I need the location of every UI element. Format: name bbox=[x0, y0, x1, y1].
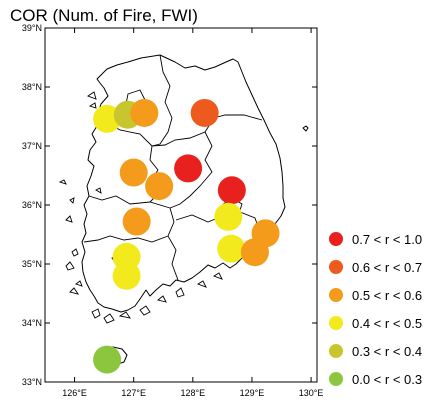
lat-tick-label: 35°N bbox=[22, 259, 42, 269]
lat-tick-label: 37°N bbox=[22, 141, 42, 151]
legend-label: 0.6 < r < 0.7 bbox=[352, 260, 422, 275]
border-jeonbuk-jeonnam bbox=[83, 235, 169, 243]
lat-tick-label: 34°N bbox=[22, 318, 42, 328]
lon-tick-label: 128°E bbox=[181, 388, 206, 398]
west-coast-islands bbox=[58, 91, 102, 295]
legend-label: 0.0 < r < 0.3 bbox=[352, 372, 422, 387]
station-circle bbox=[217, 234, 246, 263]
lon-ticks: 126°E 127°E 128°E 129°E 130°E bbox=[62, 28, 323, 398]
legend-swatch bbox=[329, 344, 343, 358]
legend-label: 0.5 < r < 0.6 bbox=[352, 288, 422, 303]
map-frame: 126°E 127°E 128°E 129°E 130°E 33°N 34°N 35°N 36… bbox=[22, 23, 324, 398]
border-chungbuk-gyeongbuk bbox=[169, 131, 213, 209]
legend-swatch bbox=[329, 316, 343, 330]
station-circle bbox=[119, 158, 148, 187]
station-circle bbox=[174, 154, 203, 183]
border-gyeonggi-south bbox=[102, 114, 263, 147]
lat-tick-label: 38°N bbox=[22, 82, 42, 92]
station-circle bbox=[112, 261, 141, 290]
lon-tick-label: 130°E bbox=[299, 388, 324, 398]
legend-label: 0.7 < r < 1.0 bbox=[352, 232, 422, 247]
station-circle bbox=[217, 176, 246, 205]
legend-swatch bbox=[329, 260, 343, 274]
lat-ticks: 33°N 34°N 35°N 36°N 37°N 38°N 39°N bbox=[22, 23, 317, 387]
mainland-outline bbox=[81, 54, 286, 313]
station-circle bbox=[145, 172, 174, 201]
map-title: COR (Num. of Fire, FWI) bbox=[10, 6, 198, 25]
legend-label: 0.3 < r < 0.4 bbox=[352, 344, 422, 359]
lat-tick-label: 39°N bbox=[22, 23, 42, 33]
lat-tick-label: 36°N bbox=[22, 200, 42, 210]
border-gyeonggi-gangwon bbox=[151, 54, 173, 147]
map-legend: 0.7 < r < 1.0 0.6 < r < 0.7 0.5 < r < 0.6 0… bbox=[329, 232, 422, 387]
border-jeonbuk-gyeongnam bbox=[167, 207, 179, 281]
legend-label: 0.4 < r < 0.5 bbox=[352, 316, 422, 331]
south-coast-islands bbox=[91, 272, 223, 324]
station-circle bbox=[214, 202, 243, 231]
station-circle bbox=[93, 345, 122, 374]
legend-swatch bbox=[329, 232, 343, 246]
station-circle bbox=[122, 207, 151, 236]
korea-landmass bbox=[81, 54, 309, 366]
border-chungnam-jeonbuk bbox=[88, 195, 171, 209]
station-circle bbox=[190, 98, 219, 127]
lon-tick-label: 129°E bbox=[240, 388, 265, 398]
lon-tick-label: 127°E bbox=[121, 388, 146, 398]
station-circles bbox=[93, 98, 280, 374]
lon-tick-label: 126°E bbox=[62, 388, 87, 398]
ulleung-island bbox=[302, 125, 309, 132]
lat-tick-label: 33°N bbox=[22, 377, 42, 387]
station-circle bbox=[240, 238, 269, 267]
station-circle bbox=[130, 98, 159, 127]
legend-swatch bbox=[329, 288, 343, 302]
legend-swatch bbox=[329, 372, 343, 386]
coastal-islands bbox=[58, 91, 223, 324]
